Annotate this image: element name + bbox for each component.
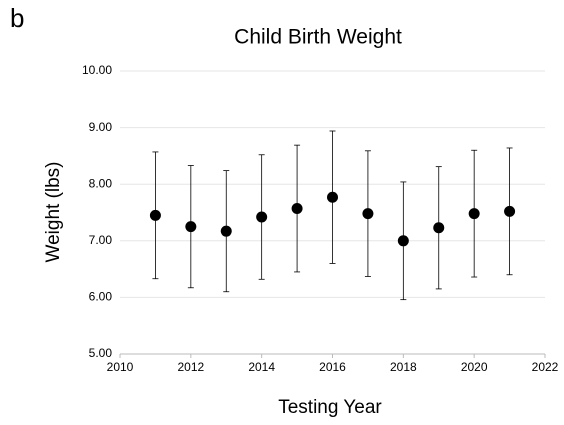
point (504, 205, 516, 217)
y-tick-label: 5.00 (89, 346, 113, 360)
y-tick-label: 10.00 (82, 63, 112, 77)
y-tick-label: 6.00 (89, 290, 113, 304)
y-tick-label: 8.00 (89, 176, 113, 190)
point (397, 235, 409, 247)
point (433, 222, 445, 234)
y-tick-label: 9.00 (89, 120, 113, 134)
point (220, 225, 232, 237)
point (362, 208, 374, 220)
point (185, 221, 197, 233)
point (256, 211, 268, 223)
x-tick-label: 2010 (107, 360, 134, 374)
point (149, 209, 161, 221)
x-tick-label: 2022 (532, 360, 559, 374)
chart-title: Child Birth Weight (234, 26, 402, 49)
x-tick-label: 2012 (177, 360, 204, 374)
x-tick-label: 2018 (390, 360, 417, 374)
point (468, 208, 480, 220)
y-axis-label: Weight (lbs) (43, 161, 64, 262)
y-tick-label: 7.00 (89, 233, 113, 247)
point (327, 191, 338, 203)
point (291, 203, 303, 215)
x-axis-label: Testing Year (278, 397, 382, 418)
panel-label: b (10, 3, 24, 33)
x-tick-label: 2016 (319, 360, 346, 374)
x-tick-label: 2020 (461, 360, 488, 374)
x-tick-label: 2014 (248, 360, 275, 374)
